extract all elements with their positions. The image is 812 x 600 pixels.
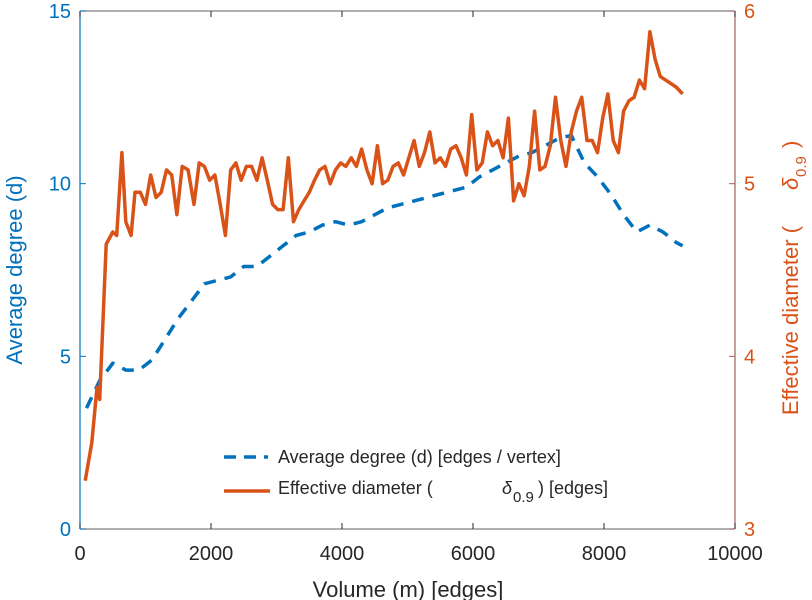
x-tick-label: 4000 xyxy=(320,543,365,565)
x-tick-label: 2000 xyxy=(189,543,234,565)
y-right-tick-label: 5 xyxy=(744,174,755,196)
y-left-tick-label: 15 xyxy=(49,1,71,23)
y-axis-right-title-symbol: δ xyxy=(778,177,803,190)
y-axis-right-title: Effective diameter ( δ 0.9 ) xyxy=(778,141,810,415)
y-axis-right-title-prefix: Effective diameter ( xyxy=(778,225,803,415)
y-right-tick-label: 6 xyxy=(744,1,755,23)
x-axis: 0 2000 4000 6000 8000 10000 xyxy=(74,11,763,565)
y-axis-left: 0 5 10 15 xyxy=(49,1,86,541)
legend-label-average-degree: Average degree (d) [edges / vertex] xyxy=(278,447,561,467)
legend-label-ed-prefix: Effective diameter ( xyxy=(278,478,433,498)
series-line-effective-diameter xyxy=(83,29,684,481)
x-tick-label: 6000 xyxy=(451,543,496,565)
y-right-tick-label: 3 xyxy=(744,519,755,541)
y-left-tick-label: 10 xyxy=(49,174,71,196)
y-axis-right: 3 4 5 6 xyxy=(729,1,755,541)
legend-label-ed-subscript: 0.9 xyxy=(513,489,534,506)
y-axis-left-title: Average degree (d) xyxy=(2,175,27,364)
y-right-tick-label: 4 xyxy=(744,346,755,368)
legend-label-ed-suffix: ) [edges] xyxy=(538,478,608,498)
plot-frame xyxy=(79,10,736,530)
x-tick-label: 10000 xyxy=(707,543,763,565)
x-tick-label: 0 xyxy=(74,543,85,565)
y-axis-right-title-suffix: ) xyxy=(778,141,803,148)
y-left-tick-label: 5 xyxy=(60,346,71,368)
y-axis-right-title-subscript: 0.9 xyxy=(793,156,810,177)
legend-label-effective-diameter: Effective diameter ( δ 0.9 ) [edges] xyxy=(278,478,608,506)
y-left-tick-label: 0 xyxy=(60,519,71,541)
x-axis-title: Volume (m) [edges] xyxy=(313,577,504,600)
legend: Average degree (d) [edges / vertex] Effe… xyxy=(224,447,608,506)
legend-label-ed-symbol: δ xyxy=(502,478,513,498)
x-tick-label: 8000 xyxy=(582,543,627,565)
series-layer xyxy=(83,29,684,481)
series-line-average-degree xyxy=(84,133,684,409)
